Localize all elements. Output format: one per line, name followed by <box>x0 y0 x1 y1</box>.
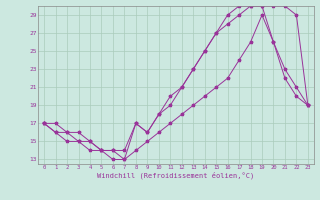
X-axis label: Windchill (Refroidissement éolien,°C): Windchill (Refroidissement éolien,°C) <box>97 172 255 179</box>
